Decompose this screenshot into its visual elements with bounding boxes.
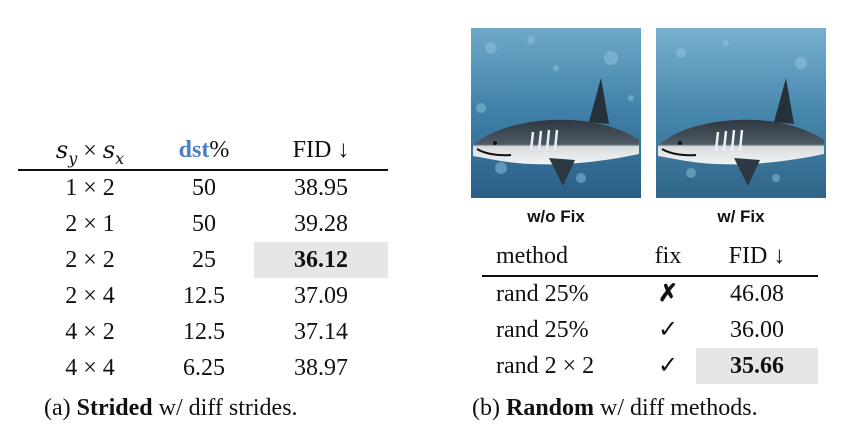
check-icon: ✓ — [657, 317, 679, 343]
table-a-cell-dst: 6.25 — [183, 355, 225, 381]
check-icon: ✓ — [657, 353, 679, 379]
cross-icon: ✗ — [657, 281, 679, 307]
table-b-cell-method: rand 25% — [496, 317, 589, 343]
header-dst-unit: % — [209, 137, 230, 163]
table-b-cell-method: rand 25% — [496, 281, 589, 307]
shark-image-with-fix — [656, 28, 826, 198]
table-a-rule — [18, 169, 388, 171]
times-symbol: × — [83, 138, 97, 164]
header-dst-label: dst — [178, 137, 210, 163]
caption-a: (a) Strided w/ diff strides. — [44, 395, 298, 422]
table-a-cell-stride: 4 × 2 — [65, 319, 115, 345]
caption-a-prefix: (a) — [44, 395, 77, 421]
image-label-without-fix: w/o Fix — [527, 207, 585, 226]
table-b-cell-method: rand 2 × 2 — [496, 353, 595, 379]
table-a-cell-dst: 12.5 — [183, 319, 225, 345]
table-a-cell-stride: 2 × 4 — [65, 283, 115, 309]
caption-a-rest: w/ diff strides. — [152, 395, 298, 421]
table-a-cell-stride: 4 × 4 — [65, 355, 115, 381]
header-fid-b: FID ↓ — [728, 243, 786, 269]
table-a-cell-stride: 2 × 2 — [65, 247, 115, 273]
table-a-cell-stride: 1 × 2 — [65, 175, 115, 201]
table-a-cell-fid: 37.09 — [294, 283, 348, 309]
table-a-cell-dst: 50 — [192, 211, 216, 237]
table-a-cell-dst: 12.5 — [183, 283, 225, 309]
table-b-cell-fid: 35.66 — [696, 348, 818, 384]
table-a-cell-fid: 39.28 — [294, 211, 348, 237]
caption-b-bold: Random — [505, 395, 595, 421]
header-method: method — [496, 243, 568, 269]
caption-b-rest: w/ diff methods. — [594, 395, 758, 421]
shark-image-without-fix — [471, 28, 641, 198]
caption-a-bold: Strided — [76, 395, 153, 421]
header-dst: dst% — [162, 132, 246, 168]
header-fix: fix — [654, 243, 682, 269]
header-stride: sy × sx — [55, 136, 125, 168]
table-b-rule — [482, 275, 818, 277]
table-a-cell-fid: 37.14 — [294, 319, 348, 345]
table-b-cell-fid: 36.00 — [730, 317, 784, 343]
table-a-cell-fid: 36.12 — [254, 242, 388, 278]
caption-b-prefix: (b) — [472, 395, 506, 421]
table-a-cell-dst: 25 — [192, 247, 216, 273]
table-a-cell-stride: 2 × 1 — [65, 211, 115, 237]
table-b-cell-fid: 46.08 — [730, 281, 784, 307]
caption-b: (b) Random w/ diff methods. — [472, 395, 758, 422]
header-fid: FID ↓ — [292, 137, 350, 163]
image-label-with-fix: w/ Fix — [717, 207, 765, 226]
table-a-cell-fid: 38.97 — [294, 355, 348, 381]
table-a-cell-dst: 50 — [192, 175, 216, 201]
table-a-cell-fid: 38.95 — [294, 175, 348, 201]
